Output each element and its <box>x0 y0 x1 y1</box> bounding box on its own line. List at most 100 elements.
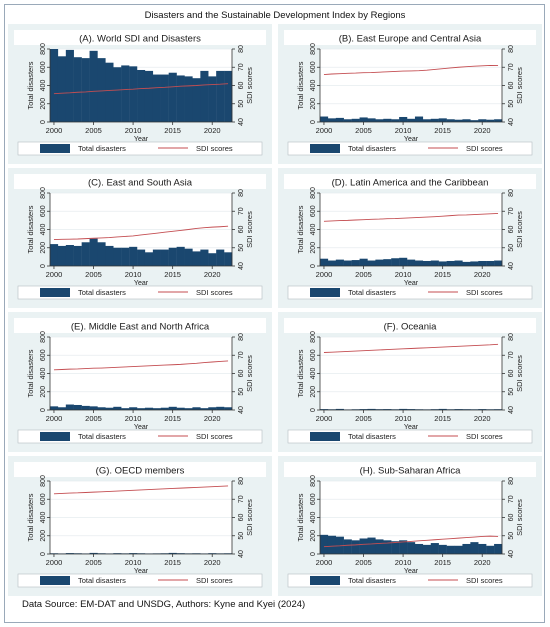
right-tick-label: 50 <box>508 388 515 396</box>
legend-bar-label: Total disasters <box>348 432 396 441</box>
left-tick-label: 600 <box>310 349 317 361</box>
disaster-bar <box>184 408 193 410</box>
legend-bar-swatch <box>310 288 340 297</box>
left-tick-label: 0 <box>40 552 47 556</box>
right-axis-title: SDI scores <box>245 355 254 392</box>
x-axis-title: Year <box>134 136 149 143</box>
x-tick-label: 2005 <box>85 126 102 135</box>
x-tick-label: 2020 <box>204 558 221 567</box>
disaster-bar <box>73 57 82 122</box>
panel-title: (A). World SDI and Disasters <box>79 34 201 45</box>
disaster-bar <box>454 260 463 266</box>
legend-bar-swatch <box>40 288 70 297</box>
left-tick-label: 400 <box>40 512 47 524</box>
right-axis-title: SDI scores <box>515 67 524 104</box>
disaster-bar <box>152 74 161 122</box>
disaster-bar <box>160 249 169 266</box>
disaster-bar <box>81 58 90 122</box>
disaster-bar <box>438 118 447 122</box>
legend-box <box>287 573 533 588</box>
disaster-bar <box>57 245 67 266</box>
x-tick-label: 2020 <box>474 558 491 567</box>
disaster-bar <box>105 62 114 122</box>
right-axis-title: SDI scores <box>245 499 254 536</box>
disaster-bar <box>414 260 424 266</box>
disaster-bar <box>478 409 487 410</box>
left-axis-title: Total disasters <box>26 493 35 541</box>
chart-panel-7: (G). OECD members 0 200 400 600 800 40 50 60 70 80… <box>8 456 272 596</box>
legend-bar-swatch <box>40 432 70 441</box>
disaster-bar <box>399 257 408 266</box>
left-tick-label: 600 <box>310 61 317 73</box>
disaster-bar <box>399 408 408 410</box>
disaster-bar <box>200 70 209 122</box>
x-tick-label: 2010 <box>395 558 412 567</box>
x-tick-label: 2005 <box>355 270 372 279</box>
disaster-bar <box>478 260 487 266</box>
figure-title: Disasters and the Sustainable Developmen… <box>144 10 406 21</box>
left-tick-label: 200 <box>310 98 317 110</box>
right-tick-label: 70 <box>238 495 245 503</box>
x-tick-label: 2010 <box>395 414 412 423</box>
chart-panel-5: (E). Middle East and North Africa 0 200 400… <box>8 312 272 452</box>
disaster-bar <box>494 260 503 266</box>
left-tick-label: 200 <box>40 386 47 398</box>
disaster-bar <box>494 543 503 554</box>
left-axis-title: Total disasters <box>296 493 305 541</box>
left-tick-label: 800 <box>310 475 317 487</box>
disaster-bar <box>121 247 130 266</box>
disaster-bar <box>152 249 161 266</box>
disaster-bar <box>113 406 122 410</box>
disaster-bar <box>446 119 455 122</box>
left-tick-label: 200 <box>310 242 317 254</box>
disaster-bar <box>383 409 392 410</box>
disaster-bar <box>351 260 360 266</box>
panel-title: (C). East and South Asia <box>88 178 193 189</box>
disaster-bar <box>320 534 329 554</box>
left-tick-label: 200 <box>40 98 47 110</box>
right-tick-label: 80 <box>508 333 515 341</box>
x-tick-label: 2015 <box>434 558 451 567</box>
disaster-bar <box>208 553 217 554</box>
right-axis-title: SDI scores <box>515 355 524 392</box>
disaster-bar <box>176 407 185 410</box>
disaster-bar <box>144 407 154 410</box>
disaster-bar <box>478 543 487 554</box>
x-tick-label: 2015 <box>164 414 181 423</box>
right-tick-label: 40 <box>508 550 515 558</box>
disaster-bar <box>335 536 344 554</box>
disaster-bar <box>160 74 169 122</box>
legend-box <box>287 285 533 300</box>
disaster-bar <box>470 120 479 122</box>
disaster-bar <box>73 245 82 266</box>
x-tick-label: 2015 <box>164 558 181 567</box>
left-tick-label: 400 <box>40 80 47 92</box>
left-tick-label: 400 <box>310 368 317 380</box>
disaster-bar <box>343 119 352 122</box>
legend-bar-label: Total disasters <box>78 432 126 441</box>
disaster-bar <box>438 261 447 266</box>
panel-title: (E). Middle East and North Africa <box>71 322 210 333</box>
disaster-bar <box>176 553 185 554</box>
sdi-line <box>53 360 229 371</box>
x-tick-label: 2005 <box>85 270 102 279</box>
disaster-bar <box>414 543 424 554</box>
x-tick-label: 2015 <box>434 270 451 279</box>
disaster-bar <box>176 75 185 122</box>
panel-title-band <box>284 462 536 477</box>
disaster-bar <box>224 407 233 410</box>
left-tick-label: 800 <box>310 331 317 343</box>
right-axis-title: SDI scores <box>245 211 254 248</box>
x-tick-label: 2020 <box>204 414 221 423</box>
disaster-bar <box>430 118 439 122</box>
disaster-bar <box>367 537 376 554</box>
disaster-bar <box>462 119 471 122</box>
left-tick-label: 800 <box>40 331 47 343</box>
legend-line-label: SDI scores <box>466 576 503 585</box>
disaster-bar <box>224 70 233 122</box>
right-tick-label: 70 <box>508 63 515 71</box>
right-tick-label: 70 <box>508 351 515 359</box>
disaster-bar <box>375 539 384 554</box>
disaster-bar <box>391 119 400 122</box>
